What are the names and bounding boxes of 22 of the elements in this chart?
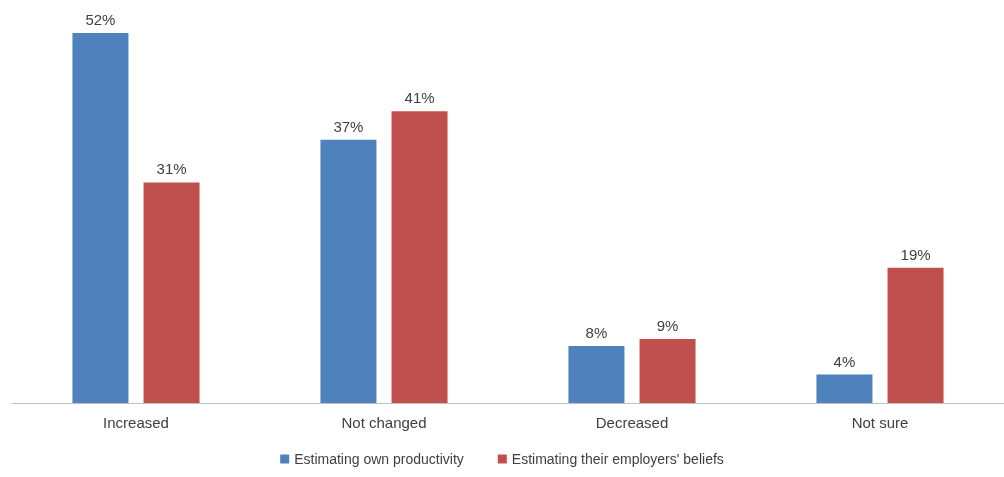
- data-label: 41%: [404, 89, 435, 107]
- data-label: 37%: [333, 117, 364, 135]
- bar: [816, 374, 873, 403]
- bar: [568, 346, 625, 403]
- bar: [143, 182, 200, 403]
- data-label: 8%: [585, 324, 608, 342]
- data-label: 19%: [900, 245, 931, 263]
- bar: [887, 267, 944, 403]
- x-tick-label: Not sure: [851, 414, 909, 431]
- bar: [320, 139, 377, 403]
- x-tick-label: Increased: [103, 414, 169, 431]
- data-label: 31%: [156, 160, 187, 178]
- x-tick-label: Not changed: [341, 414, 427, 431]
- bar: [72, 33, 129, 403]
- x-tick-label: Decreased: [595, 414, 669, 431]
- data-label: 4%: [833, 352, 856, 370]
- legend-label: Estimating own productivity: [294, 451, 464, 467]
- legend-label: Estimating their employers' beliefs: [511, 451, 724, 467]
- bar: [391, 111, 448, 403]
- data-label: 9%: [656, 316, 679, 334]
- data-label: 52%: [85, 11, 116, 28]
- bar: [639, 338, 696, 403]
